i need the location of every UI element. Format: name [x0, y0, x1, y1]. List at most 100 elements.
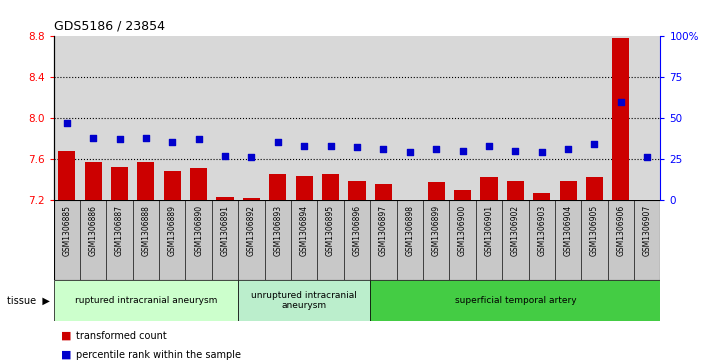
Bar — [269, 174, 286, 200]
Bar — [375, 184, 392, 200]
Bar — [238, 280, 370, 321]
Text: GSM1306900: GSM1306900 — [458, 205, 467, 257]
Text: GSM1306907: GSM1306907 — [643, 205, 652, 257]
Text: tissue  ▶: tissue ▶ — [7, 295, 50, 305]
Text: ■: ■ — [61, 331, 71, 341]
Bar — [186, 200, 212, 280]
Bar — [58, 151, 75, 200]
Bar — [106, 200, 133, 280]
Text: GDS5186 / 23854: GDS5186 / 23854 — [54, 20, 164, 33]
Text: GSM1306888: GSM1306888 — [141, 205, 151, 256]
Bar — [502, 200, 528, 280]
Text: GSM1306890: GSM1306890 — [194, 205, 203, 256]
Point — [404, 149, 416, 155]
Text: GSM1306896: GSM1306896 — [353, 205, 361, 256]
Point — [87, 135, 99, 140]
Bar — [322, 174, 339, 200]
Point — [61, 120, 72, 126]
Text: ruptured intracranial aneurysm: ruptured intracranial aneurysm — [75, 296, 217, 305]
Text: GSM1306891: GSM1306891 — [221, 205, 230, 256]
Bar — [243, 197, 260, 200]
Point — [536, 149, 548, 155]
Text: unruptured intracranial
aneurysm: unruptured intracranial aneurysm — [251, 291, 357, 310]
Text: percentile rank within the sample: percentile rank within the sample — [76, 350, 241, 360]
Point — [193, 136, 204, 142]
Bar — [318, 200, 344, 280]
Bar — [80, 200, 106, 280]
Bar — [159, 200, 186, 280]
Point — [378, 146, 389, 152]
Bar — [216, 197, 233, 200]
Text: GSM1306897: GSM1306897 — [379, 205, 388, 256]
Point — [351, 144, 363, 150]
Text: GSM1306889: GSM1306889 — [168, 205, 177, 256]
Point — [510, 148, 521, 154]
Bar — [560, 181, 577, 200]
Bar — [291, 200, 318, 280]
Bar — [528, 200, 555, 280]
Text: GSM1306885: GSM1306885 — [62, 205, 71, 256]
Bar — [54, 280, 238, 321]
Bar — [190, 168, 207, 200]
Point — [325, 143, 336, 149]
Bar — [265, 200, 291, 280]
Point — [272, 139, 283, 145]
Text: GSM1306886: GSM1306886 — [89, 205, 98, 256]
Point — [166, 139, 178, 145]
Text: GSM1306894: GSM1306894 — [300, 205, 308, 256]
Bar — [476, 200, 502, 280]
Bar — [164, 171, 181, 200]
Point — [642, 154, 653, 160]
Bar — [84, 162, 101, 200]
Bar — [586, 177, 603, 200]
Bar — [613, 38, 630, 200]
Point — [563, 146, 574, 152]
Text: GSM1306906: GSM1306906 — [616, 205, 625, 257]
Text: transformed count: transformed count — [76, 331, 167, 341]
Text: GSM1306893: GSM1306893 — [273, 205, 282, 256]
Bar — [634, 200, 660, 280]
Bar — [133, 200, 159, 280]
Point — [114, 136, 125, 142]
Point — [219, 152, 231, 158]
Bar — [454, 191, 471, 200]
Point — [589, 141, 600, 147]
Bar — [212, 200, 238, 280]
Bar — [449, 200, 476, 280]
Bar — [423, 200, 449, 280]
Bar — [137, 162, 154, 200]
Text: GSM1306898: GSM1306898 — [406, 205, 414, 256]
Bar — [581, 200, 608, 280]
Point — [457, 148, 468, 154]
Bar — [555, 200, 581, 280]
Bar — [344, 200, 370, 280]
Bar — [533, 192, 550, 200]
Point — [431, 146, 442, 152]
Point — [140, 135, 151, 140]
Point — [298, 143, 310, 149]
Text: GSM1306903: GSM1306903 — [537, 205, 546, 257]
Text: GSM1306899: GSM1306899 — [432, 205, 441, 256]
Bar — [608, 200, 634, 280]
Text: superficial temporal artery: superficial temporal artery — [455, 296, 576, 305]
Bar — [370, 200, 396, 280]
Bar — [507, 181, 524, 200]
Bar — [238, 200, 265, 280]
Bar — [481, 177, 498, 200]
Text: GSM1306887: GSM1306887 — [115, 205, 124, 256]
Bar — [396, 200, 423, 280]
Point — [246, 154, 257, 160]
Bar — [348, 181, 366, 200]
Bar — [428, 182, 445, 200]
Text: GSM1306902: GSM1306902 — [511, 205, 520, 256]
Bar — [296, 176, 313, 200]
Text: GSM1306905: GSM1306905 — [590, 205, 599, 257]
Text: GSM1306901: GSM1306901 — [484, 205, 493, 256]
Text: GSM1306904: GSM1306904 — [563, 205, 573, 257]
Bar — [111, 167, 128, 200]
Bar — [54, 200, 80, 280]
Text: GSM1306895: GSM1306895 — [326, 205, 335, 256]
Point — [483, 143, 495, 149]
Text: GSM1306892: GSM1306892 — [247, 205, 256, 256]
Text: ■: ■ — [61, 350, 71, 360]
